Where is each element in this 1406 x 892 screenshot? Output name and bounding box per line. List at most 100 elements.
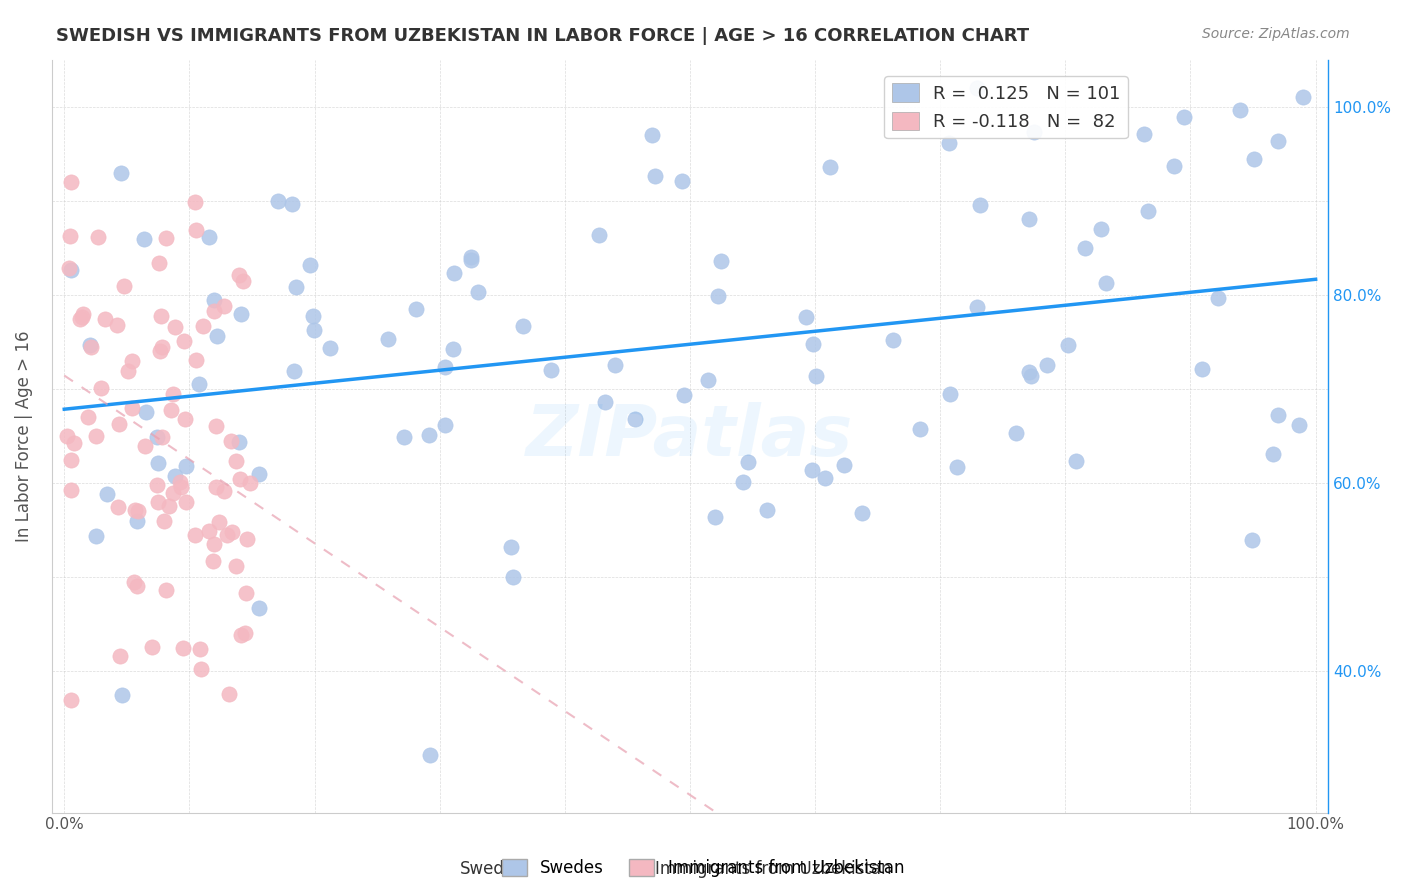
Swedes xyxy=(283,364,305,378)
Immigrants from Uzbekistan xyxy=(208,515,231,529)
Swedes xyxy=(946,460,969,475)
Immigrants from Uzbekistan xyxy=(121,353,143,368)
Swedes xyxy=(135,405,157,419)
Swedes xyxy=(1064,454,1087,468)
Immigrants from Uzbekistan xyxy=(190,662,212,676)
Swedes xyxy=(79,337,101,351)
Swedes xyxy=(1019,369,1042,384)
Swedes xyxy=(249,601,271,615)
Swedes xyxy=(737,454,759,468)
Swedes xyxy=(1018,211,1040,226)
Immigrants from Uzbekistan xyxy=(127,504,149,518)
Swedes xyxy=(1292,90,1315,104)
Swedes xyxy=(806,369,828,384)
Immigrants from Uzbekistan xyxy=(202,553,225,567)
Swedes xyxy=(1243,153,1265,167)
Swedes xyxy=(198,230,221,244)
Swedes xyxy=(1036,359,1059,373)
Immigrants from Uzbekistan xyxy=(124,502,146,516)
Immigrants from Uzbekistan xyxy=(122,575,145,590)
Immigrants from Uzbekistan xyxy=(107,500,129,514)
Swedes xyxy=(969,197,991,211)
Swedes xyxy=(801,463,824,477)
Text: SWEDISH VS IMMIGRANTS FROM UZBEKISTAN IN LABOR FORCE | AGE > 16 CORRELATION CHAR: SWEDISH VS IMMIGRANTS FROM UZBEKISTAN IN… xyxy=(56,27,1029,45)
Swedes xyxy=(302,309,325,323)
Swedes xyxy=(188,377,211,392)
Immigrants from Uzbekistan xyxy=(84,429,107,443)
Legend: Swedes, Immigrants from Uzbekistan: Swedes, Immigrants from Uzbekistan xyxy=(495,852,911,884)
Immigrants from Uzbekistan xyxy=(236,533,259,547)
Immigrants from Uzbekistan xyxy=(155,582,177,597)
Legend: R =  0.125   N = 101, R = -0.118   N =  82: R = 0.125 N = 101, R = -0.118 N = 82 xyxy=(884,76,1128,138)
Immigrants from Uzbekistan xyxy=(134,439,156,453)
Swedes xyxy=(512,318,534,333)
Immigrants from Uzbekistan xyxy=(172,640,194,655)
Immigrants from Uzbekistan xyxy=(160,403,183,417)
Swedes xyxy=(1267,409,1289,423)
Swedes xyxy=(1133,127,1156,141)
Swedes xyxy=(84,529,107,543)
Immigrants from Uzbekistan xyxy=(108,417,131,432)
Immigrants from Uzbekistan xyxy=(205,419,228,434)
Immigrants from Uzbekistan xyxy=(150,309,173,323)
Swedes xyxy=(202,293,225,308)
Swedes xyxy=(502,570,524,584)
Immigrants from Uzbekistan xyxy=(157,500,180,514)
Swedes xyxy=(1018,365,1040,379)
Immigrants from Uzbekistan xyxy=(202,304,225,318)
Swedes xyxy=(1163,159,1185,173)
Swedes xyxy=(710,254,733,268)
Swedes xyxy=(1073,241,1095,255)
Immigrants from Uzbekistan xyxy=(59,692,82,706)
Swedes xyxy=(1261,447,1284,461)
Immigrants from Uzbekistan xyxy=(60,453,83,467)
Immigrants from Uzbekistan xyxy=(184,528,207,542)
Swedes xyxy=(939,386,962,401)
Immigrants from Uzbekistan xyxy=(60,483,83,498)
Immigrants from Uzbekistan xyxy=(149,344,172,359)
Immigrants from Uzbekistan xyxy=(79,340,101,354)
Swedes xyxy=(111,688,134,702)
Immigrants from Uzbekistan xyxy=(56,429,79,443)
Immigrants from Uzbekistan xyxy=(121,401,143,416)
Swedes xyxy=(460,250,482,264)
Immigrants from Uzbekistan xyxy=(59,229,82,244)
Immigrants from Uzbekistan xyxy=(153,514,176,528)
Immigrants from Uzbekistan xyxy=(193,318,215,333)
Immigrants from Uzbekistan xyxy=(108,649,131,664)
Immigrants from Uzbekistan xyxy=(228,268,250,283)
Swedes xyxy=(707,289,730,303)
Immigrants from Uzbekistan xyxy=(225,559,247,574)
Immigrants from Uzbekistan xyxy=(105,318,128,333)
Swedes xyxy=(644,169,666,183)
Swedes xyxy=(146,430,169,444)
Swedes xyxy=(433,417,456,432)
Swedes xyxy=(377,332,399,346)
Swedes xyxy=(146,456,169,470)
Swedes xyxy=(803,337,825,351)
Swedes xyxy=(229,307,252,321)
Immigrants from Uzbekistan xyxy=(59,175,82,189)
Swedes xyxy=(418,427,440,442)
Immigrants from Uzbekistan xyxy=(112,278,135,293)
Swedes xyxy=(704,510,727,524)
Swedes xyxy=(755,502,778,516)
Immigrants from Uzbekistan xyxy=(77,410,100,425)
Swedes xyxy=(672,388,695,402)
Immigrants from Uzbekistan xyxy=(232,273,254,287)
Immigrants from Uzbekistan xyxy=(72,307,94,321)
Immigrants from Uzbekistan xyxy=(125,579,148,593)
Swedes xyxy=(392,429,415,443)
Swedes xyxy=(593,395,616,409)
Swedes xyxy=(671,174,693,188)
Swedes xyxy=(966,300,988,314)
Swedes xyxy=(641,128,664,142)
Swedes xyxy=(966,80,988,95)
Swedes xyxy=(1240,533,1263,547)
Immigrants from Uzbekistan xyxy=(221,524,243,539)
Swedes xyxy=(419,747,441,762)
Immigrants from Uzbekistan xyxy=(221,434,243,449)
Swedes xyxy=(1090,222,1112,236)
Swedes xyxy=(405,301,427,316)
Immigrants from Uzbekistan xyxy=(141,640,163,654)
